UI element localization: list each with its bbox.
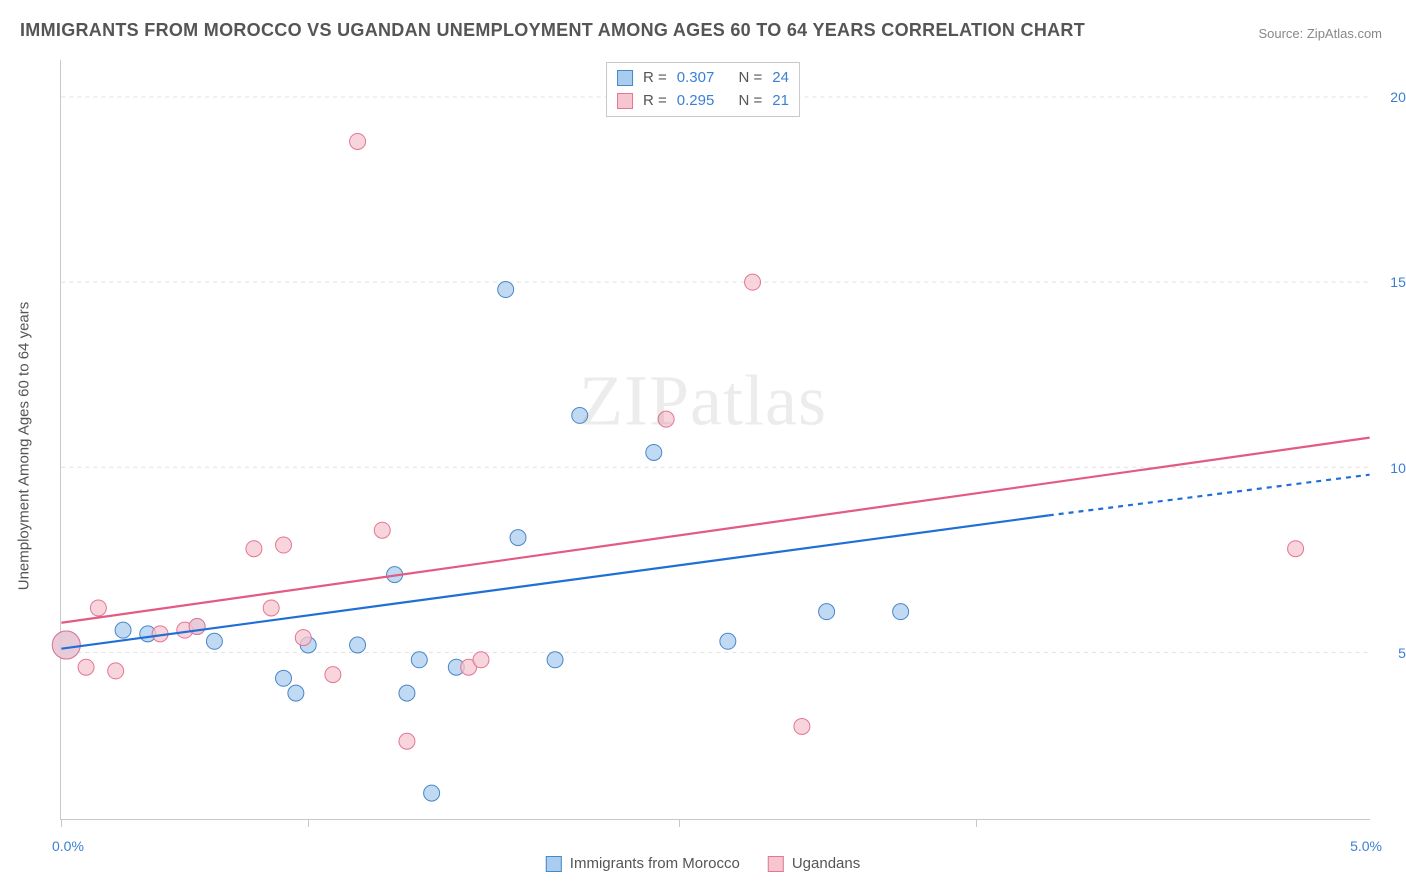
data-point bbox=[547, 652, 563, 668]
swatch-icon bbox=[546, 856, 562, 872]
data-point bbox=[819, 604, 835, 620]
x-tick-left: 0.0% bbox=[52, 838, 84, 854]
y-tick-label: 10.0% bbox=[1375, 460, 1406, 476]
data-point bbox=[52, 631, 80, 659]
data-point bbox=[276, 537, 292, 553]
y-tick-label: 15.0% bbox=[1375, 274, 1406, 290]
swatch-icon bbox=[617, 93, 633, 109]
data-point bbox=[498, 282, 514, 298]
swatch-icon bbox=[617, 70, 633, 86]
data-point bbox=[246, 541, 262, 557]
data-point bbox=[893, 604, 909, 620]
legend-label: Immigrants from Morocco bbox=[570, 855, 740, 872]
x-tick-right: 5.0% bbox=[1350, 838, 1382, 854]
data-point bbox=[206, 633, 222, 649]
data-point bbox=[374, 522, 390, 538]
chart-container: IMMIGRANTS FROM MOROCCO VS UGANDAN UNEMP… bbox=[0, 0, 1406, 892]
data-point bbox=[263, 600, 279, 616]
plot-area: 5.0%10.0%15.0%20.0% bbox=[60, 60, 1370, 820]
y-tick-label: 5.0% bbox=[1375, 645, 1406, 661]
legend-item-ugandans: Ugandans bbox=[768, 855, 860, 872]
data-point bbox=[350, 637, 366, 653]
y-tick-label: 20.0% bbox=[1375, 89, 1406, 105]
data-point bbox=[288, 685, 304, 701]
data-point bbox=[646, 444, 662, 460]
data-point bbox=[720, 633, 736, 649]
x-tick bbox=[61, 819, 62, 827]
data-point bbox=[658, 411, 674, 427]
data-point bbox=[108, 663, 124, 679]
n-label: N = bbox=[739, 67, 763, 90]
regression-line bbox=[61, 438, 1369, 623]
swatch-icon bbox=[768, 856, 784, 872]
data-point bbox=[350, 133, 366, 149]
legend-row-ugandans: R = 0.295 N = 21 bbox=[617, 90, 789, 113]
chart-title: IMMIGRANTS FROM MOROCCO VS UGANDAN UNEMP… bbox=[20, 20, 1085, 41]
source-label: Source: ZipAtlas.com bbox=[1258, 26, 1382, 41]
n-value: 24 bbox=[772, 67, 789, 90]
n-label: N = bbox=[739, 90, 763, 113]
data-point bbox=[90, 600, 106, 616]
r-value: 0.295 bbox=[677, 90, 715, 113]
correlation-legend: R = 0.307 N = 24 R = 0.295 N = 21 bbox=[606, 62, 800, 117]
data-point bbox=[473, 652, 489, 668]
data-point bbox=[572, 407, 588, 423]
regression-line bbox=[61, 515, 1048, 648]
legend-row-morocco: R = 0.307 N = 24 bbox=[617, 67, 789, 90]
legend-item-morocco: Immigrants from Morocco bbox=[546, 855, 740, 872]
r-label: R = bbox=[643, 67, 667, 90]
plot-svg bbox=[61, 60, 1370, 819]
x-tick bbox=[679, 819, 680, 827]
r-label: R = bbox=[643, 90, 667, 113]
data-point bbox=[115, 622, 131, 638]
data-point bbox=[399, 733, 415, 749]
data-point bbox=[745, 274, 761, 290]
data-point bbox=[794, 718, 810, 734]
data-point bbox=[424, 785, 440, 801]
regression-line-extrapolated bbox=[1049, 475, 1370, 516]
data-point bbox=[78, 659, 94, 675]
data-point bbox=[295, 630, 311, 646]
y-axis-label: Unemployment Among Ages 60 to 64 years bbox=[16, 302, 33, 591]
r-value: 0.307 bbox=[677, 67, 715, 90]
x-tick bbox=[308, 819, 309, 827]
data-point bbox=[1288, 541, 1304, 557]
data-point bbox=[276, 670, 292, 686]
x-tick bbox=[976, 819, 977, 827]
data-point bbox=[510, 530, 526, 546]
n-value: 21 bbox=[772, 90, 789, 113]
series-legend: Immigrants from Morocco Ugandans bbox=[546, 855, 860, 872]
data-point bbox=[325, 667, 341, 683]
data-point bbox=[399, 685, 415, 701]
data-point bbox=[411, 652, 427, 668]
legend-label: Ugandans bbox=[792, 855, 860, 872]
